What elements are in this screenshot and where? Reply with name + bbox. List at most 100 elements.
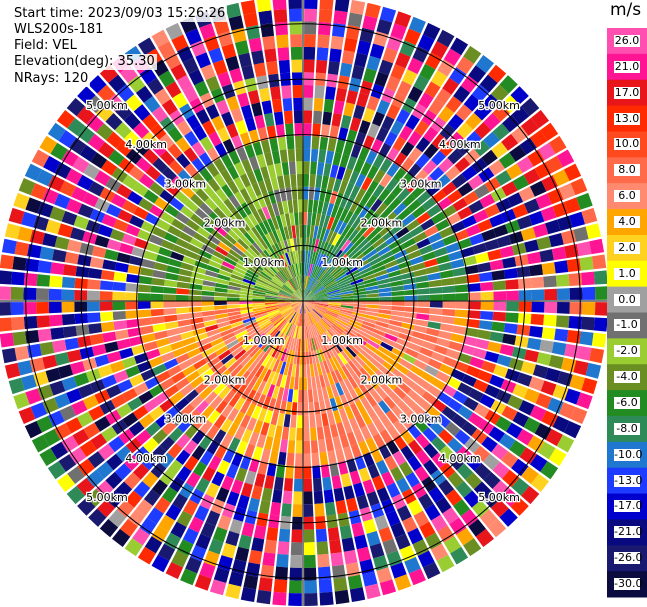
range-gate <box>481 436 498 453</box>
range-gate <box>149 234 164 246</box>
range-gate <box>307 263 311 277</box>
range-gate <box>303 301 313 310</box>
range-gate <box>263 249 273 262</box>
range-gate <box>557 215 573 231</box>
range-gate <box>291 529 303 543</box>
range-gate <box>511 458 529 477</box>
range-gate <box>186 178 201 193</box>
range-gate <box>215 313 229 320</box>
range-gate <box>322 333 331 345</box>
range-gate <box>384 131 398 147</box>
range-gate <box>411 262 426 271</box>
range-gate <box>198 342 213 353</box>
range-gate <box>303 301 315 307</box>
range-gate <box>492 480 511 498</box>
range-gate <box>223 198 236 212</box>
range-gate <box>253 311 267 317</box>
range-gate <box>252 348 263 361</box>
range-gate <box>324 189 333 203</box>
range-gate <box>218 202 231 216</box>
range-gate <box>347 574 363 590</box>
range-gate <box>582 286 596 300</box>
range-gate <box>239 301 253 305</box>
range-gate <box>97 224 113 238</box>
range-gate <box>514 254 529 267</box>
range-gate <box>437 525 455 543</box>
range-gate <box>94 197 111 213</box>
range-gate <box>264 475 275 490</box>
range-gate <box>39 246 55 261</box>
range-gate <box>362 364 375 377</box>
range-gate <box>321 175 329 190</box>
range-gate <box>278 304 292 311</box>
range-gate <box>265 265 276 276</box>
range-gate <box>90 433 108 450</box>
range-gate <box>371 216 384 229</box>
range-gate <box>292 312 299 325</box>
range-gate <box>391 306 405 312</box>
range-gate <box>288 311 297 323</box>
range-gate <box>348 247 360 259</box>
range-gate <box>403 312 417 319</box>
range-gate <box>416 190 431 205</box>
range-gate <box>376 278 390 285</box>
range-gate <box>419 521 436 539</box>
range-gate <box>258 253 269 265</box>
range-gate <box>274 163 283 177</box>
range-gate <box>372 433 386 448</box>
range-gate <box>49 380 66 396</box>
range-gate <box>279 515 291 530</box>
range-gate <box>416 307 430 314</box>
range-gate <box>416 281 430 289</box>
range-gate <box>314 305 327 312</box>
range-gate <box>150 123 167 140</box>
range-gate <box>216 278 230 285</box>
range-gate <box>330 342 341 355</box>
field-label: Field: VEL <box>12 38 79 54</box>
range-gate <box>307 312 314 325</box>
range-gate <box>193 232 207 244</box>
range-gate <box>385 356 399 368</box>
range-gate <box>315 301 329 304</box>
range-gate <box>365 194 378 209</box>
range-gate <box>359 266 373 275</box>
range-gate <box>116 500 135 518</box>
range-gate <box>451 173 468 189</box>
range-gate <box>290 301 303 305</box>
range-gate <box>390 120 404 136</box>
range-gate <box>213 206 227 220</box>
range-gate <box>149 181 165 196</box>
range-gate <box>8 377 25 395</box>
range-gate <box>1 347 17 364</box>
range-gate <box>235 467 248 483</box>
range-gate <box>311 238 316 252</box>
range-gate <box>489 259 504 271</box>
range-gate <box>273 317 285 327</box>
range-gate <box>293 312 300 326</box>
range-gate <box>334 369 344 383</box>
range-gate <box>281 287 293 295</box>
range-gate <box>335 320 347 329</box>
range-gate <box>156 218 171 232</box>
range-gate <box>326 244 335 257</box>
range-gate <box>105 177 122 193</box>
range-gate <box>299 224 303 238</box>
range-gate <box>145 165 161 181</box>
range-gate <box>277 451 287 466</box>
range-gate <box>593 317 608 332</box>
range-gate <box>339 335 351 346</box>
range-gate <box>217 273 231 281</box>
range-gate <box>430 116 447 133</box>
range-gate <box>463 490 481 508</box>
range-gate <box>261 100 273 115</box>
range-gate <box>236 440 248 455</box>
range-gate <box>270 176 279 191</box>
range-gate <box>112 301 126 311</box>
range-gate <box>170 340 185 351</box>
range-gate <box>235 367 247 380</box>
range-gate <box>155 413 171 428</box>
range-gate <box>88 508 107 527</box>
range-gate <box>423 126 439 143</box>
range-gate <box>392 450 407 466</box>
range-gate <box>270 280 282 289</box>
